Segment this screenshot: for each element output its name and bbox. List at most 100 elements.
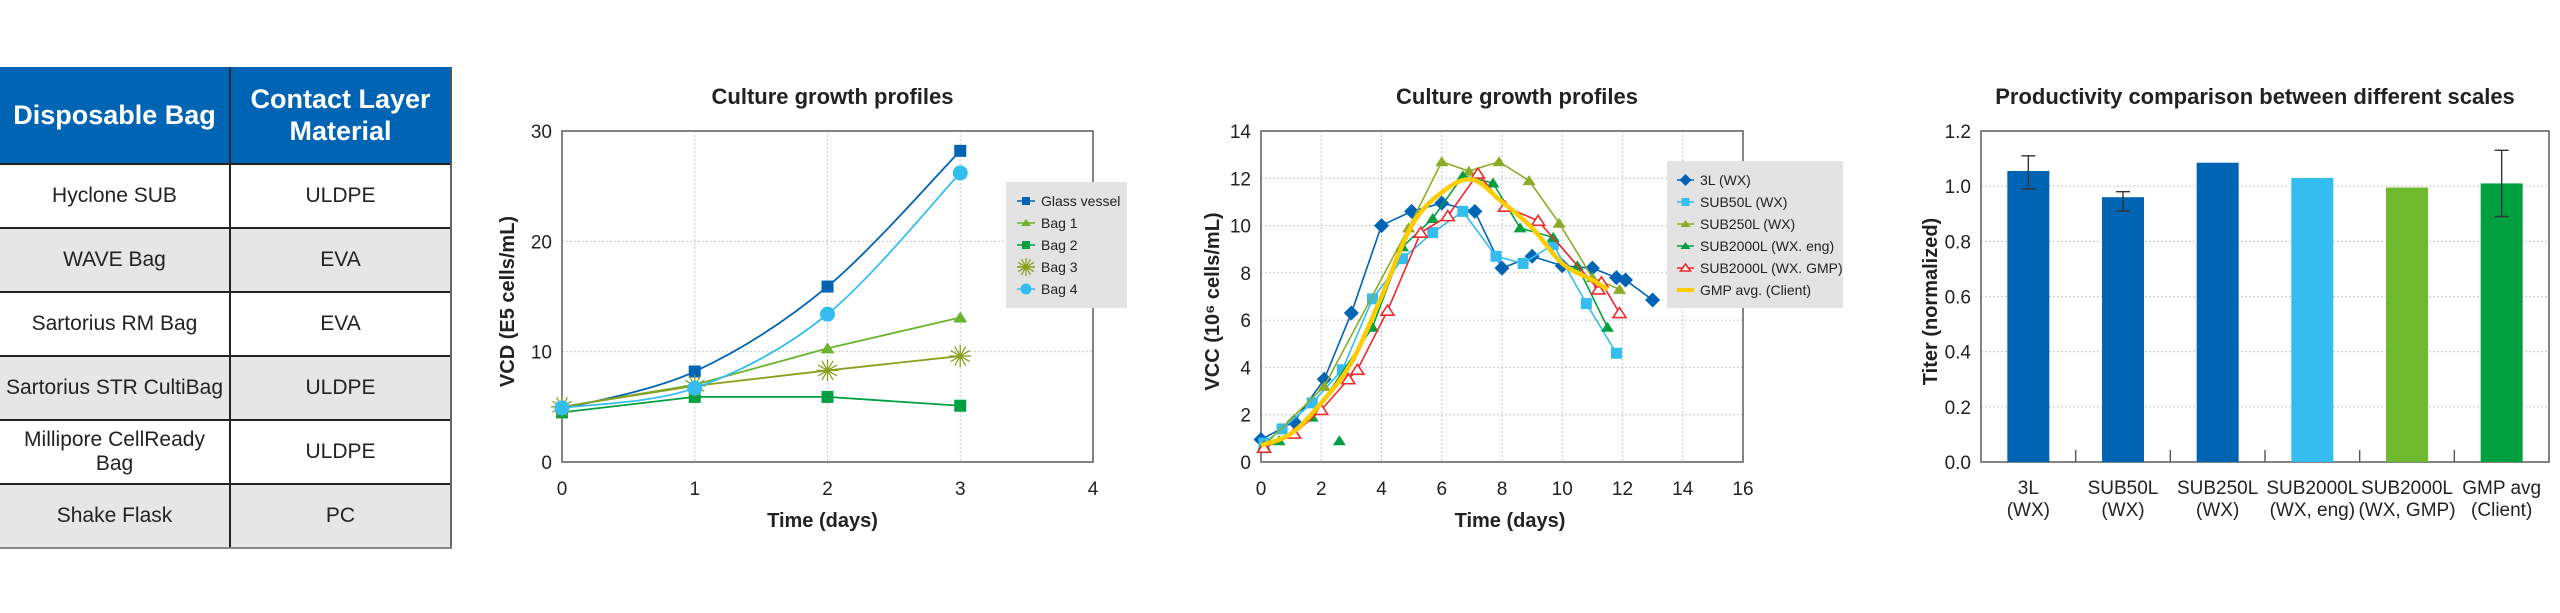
y-tick-label: 1.0: [1945, 177, 1971, 198]
marker-center: [1023, 264, 1029, 270]
y-tick-label: 8: [1240, 264, 1251, 285]
series-line: [561, 150, 961, 410]
cell-bag: Hyclone SUB: [0, 163, 231, 228]
data-point: [1439, 209, 1456, 222]
x-tick-label: 1: [689, 479, 700, 500]
data-point: [1374, 218, 1389, 234]
x-tick-label: 0: [1256, 479, 1267, 500]
chart-title: Productivity comparison between differen…: [1995, 84, 2515, 109]
data-point: [1547, 238, 1559, 250]
legend: Glass vessel Bag 1 Bag 2 Bag 3 Bag 4: [1006, 182, 1127, 308]
data-point: [1492, 156, 1506, 167]
legend-item: Bag 2: [1017, 237, 1078, 253]
cell-bag: Sartorius STR CultiBag: [0, 355, 231, 420]
legend-label: SUB2000L (WX. eng): [1700, 238, 1834, 254]
data-point: [1343, 305, 1359, 321]
data-point: [1513, 222, 1527, 233]
legend-swatch-marker: [1021, 219, 1031, 226]
data-point: [1467, 203, 1483, 219]
data-point: [952, 165, 968, 181]
data-point: [1522, 175, 1536, 186]
series-line: [561, 396, 961, 414]
series-line: [1260, 177, 1609, 448]
x-tick-label: 4: [1376, 479, 1387, 500]
data-point: [1490, 250, 1502, 262]
data-point: [1336, 364, 1348, 376]
x-tick-label: 14: [1672, 479, 1694, 500]
cell-material: EVA: [230, 227, 452, 292]
marker-center: [957, 353, 964, 360]
data-point: [1612, 283, 1626, 294]
y-tick-label: 2: [1240, 406, 1251, 427]
series-glass-vessel: [556, 144, 967, 416]
table-row: Sartorius STR CultiBag ULDPE: [0, 355, 452, 420]
legend-label: GMP avg. (Client): [1700, 282, 1811, 298]
y-tick-label: 0.6: [1945, 288, 1971, 309]
y-tick-label: 0.8: [1945, 232, 1971, 253]
data-point: [954, 399, 967, 412]
y-tick-label: 4: [1240, 358, 1251, 379]
data-point: [1435, 156, 1449, 167]
x-tick-label: 4: [1088, 479, 1099, 500]
x-tick-label: 8: [1497, 479, 1508, 500]
x-tick-label: 16: [1732, 479, 1753, 500]
x-axis-label: Time (days): [1455, 510, 1566, 532]
legend-label: SUB50L (WX): [1700, 194, 1787, 210]
data-point: [1618, 272, 1634, 288]
data-point: [1486, 177, 1500, 188]
marker-center: [824, 367, 831, 374]
chart-title: Culture growth profiles: [1396, 84, 1638, 109]
data-point: [1462, 165, 1476, 176]
legend-label: Glass vessel: [1041, 193, 1120, 209]
y-axis-label: VCC (10⁶ cells/mL): [1202, 212, 1224, 390]
chart-productivity: Productivity comparison between differen…: [1920, 84, 2550, 521]
legend-swatch-marker: [1022, 197, 1030, 205]
x-axis-label: Time (days): [767, 510, 878, 532]
data-point: [821, 280, 834, 293]
table-header-row: Disposable Bag Contact Layer Material: [0, 67, 452, 164]
x-tick-label: 6: [1436, 479, 1447, 500]
legend-swatch-marker: [1678, 262, 1693, 272]
data-point: [1276, 423, 1288, 435]
series-line: [561, 172, 961, 409]
y-tick-label: 10: [1230, 217, 1251, 238]
table-row: Sartorius RM Bag EVA: [0, 291, 452, 356]
data-point: [1600, 321, 1614, 332]
x-category-label-line1: SUB2000L: [2361, 478, 2453, 499]
header-contact-layer-material: Contact Layer Material: [230, 67, 452, 164]
y-tick-label: 10: [531, 343, 552, 364]
data-point: [1397, 253, 1409, 265]
x-category-label-line1: GMP avg: [2462, 478, 2541, 499]
legend-item: Bag 3: [1017, 258, 1078, 276]
data-point: [1332, 435, 1346, 446]
y-tick-label: 14: [1230, 122, 1252, 143]
y-tick-label: 20: [531, 232, 552, 253]
y-tick-label: 0.0: [1945, 453, 1971, 474]
y-tick-label: 0: [1240, 453, 1251, 474]
table-row: Hyclone SUB ULDPE: [0, 163, 452, 228]
legend-label: Bag 1: [1041, 215, 1078, 231]
legend-item: SUB2000L (WX. GMP): [1677, 260, 1843, 276]
y-tick-label: 12: [1230, 169, 1251, 190]
cell-bag: Millipore CellReady Bag: [0, 419, 231, 484]
y-tick-label: 30: [531, 122, 552, 143]
legend-item: Glass vessel: [1017, 193, 1120, 209]
cell-material: EVA: [230, 291, 452, 356]
legend-swatch-marker: [1679, 174, 1692, 186]
data-point: [949, 345, 972, 368]
chart-vcc-growth: Culture growth profiles 0 2 4 6 8 10 12 14 0 2 4 6 8 1…: [1202, 84, 1843, 532]
header-disposable-bag: Disposable Bag: [0, 67, 231, 164]
data-point: [1340, 372, 1357, 385]
data-point: [1256, 440, 1272, 454]
series-bag-4: [554, 165, 968, 416]
data-point: [1426, 212, 1440, 223]
bar: [2386, 187, 2428, 462]
bar: [2480, 183, 2523, 463]
y-tick-label: 1.2: [1945, 122, 1971, 143]
x-category-label-line2: (WX): [2101, 500, 2144, 521]
data-point: [1306, 397, 1318, 409]
data-point: [1611, 306, 1628, 319]
data-point: [954, 144, 967, 157]
data-point: [1379, 303, 1396, 316]
series-gmp-avg-client-: [1260, 177, 1609, 448]
